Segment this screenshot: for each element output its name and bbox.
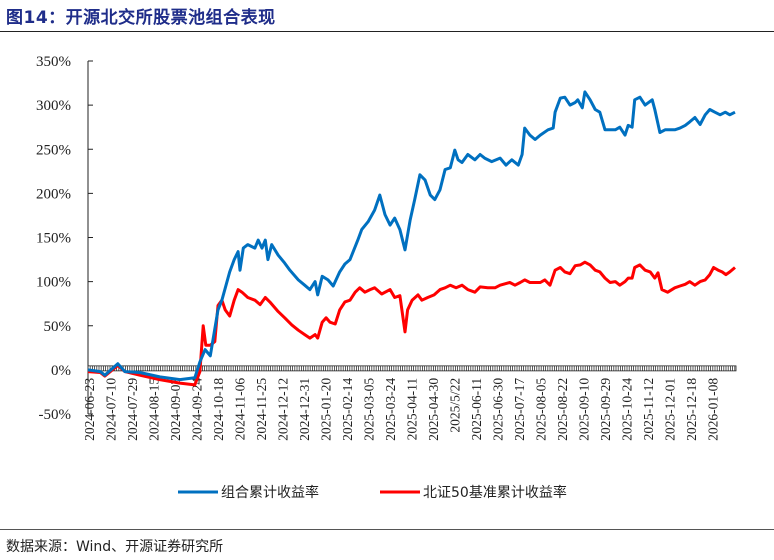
- figure-title: 图14：开源北交所股票池组合表现: [6, 8, 276, 28]
- series-line: [87, 260, 736, 387]
- x-axis: 2024-06-23 2024-07-10 2024-07-29 2024-08-15…: [82, 365, 737, 441]
- x-tick-label: 2025-08-22: [555, 378, 570, 441]
- y-tick-label: 150%: [36, 231, 71, 247]
- x-tick-label: 2025-11-12: [641, 378, 656, 441]
- y-tick-label: 0%: [51, 363, 71, 379]
- x-tick-label: 2025-04-30: [426, 378, 441, 441]
- x-tick-label: 2025-02-14: [340, 378, 355, 441]
- x-tick-label: 2025-06-11: [469, 378, 484, 441]
- x-tick-label: 2026-01-08: [706, 378, 721, 441]
- series-line: [87, 90, 736, 382]
- x-tick-label: 2025-06-30: [491, 378, 506, 441]
- x-tick-label: 2024-08-15: [147, 378, 162, 441]
- x-tick-label: 2024-07-10: [104, 378, 119, 441]
- legend-label: 组合累计收益率: [221, 484, 319, 501]
- source-note: 数据来源：Wind、开源证券研究所: [6, 539, 224, 555]
- x-tick-label: 2024-12-12: [276, 378, 291, 441]
- x-tick-label: 2025-01-20: [319, 378, 334, 441]
- y-tick-label: 300%: [36, 98, 71, 114]
- footer-divider: [0, 529, 774, 530]
- x-tick-label: 2025-07-17: [512, 378, 527, 441]
- chart-series: [87, 90, 736, 387]
- x-tick-label: 2025-04-11: [405, 378, 420, 441]
- x-tick-label: 2024-11-06: [233, 378, 248, 441]
- x-tick-label: 2025-03-05: [362, 378, 377, 441]
- y-tick-label: -50%: [39, 407, 72, 423]
- x-tick-label: 2024-09-03: [168, 378, 183, 441]
- x-tick-label: 2024-12-31: [297, 378, 312, 441]
- x-tick-label: 2025-03-24: [383, 378, 398, 441]
- title-divider: [0, 31, 774, 32]
- x-tick-label: 2025-12-18: [684, 378, 699, 441]
- y-tick-label: 250%: [36, 142, 71, 158]
- y-tick-label: 200%: [36, 186, 71, 202]
- y-tick-label: 50%: [44, 319, 72, 335]
- x-tick-label: 2024-11-25: [254, 378, 269, 441]
- y-tick-label: 100%: [36, 275, 71, 291]
- x-tick-label: 2025/5/22: [448, 378, 463, 433]
- x-tick-label: 2025-10-24: [620, 378, 635, 441]
- x-tick-label: 2024-09-24: [190, 378, 205, 441]
- y-axis: 350% 300% 250% 200% 150% 100% 50% 0% -50%: [36, 54, 93, 423]
- x-tick-label: 2024-06-23: [82, 378, 97, 441]
- x-tick-label: 2025-09-29: [598, 378, 613, 441]
- x-tick-label: 2025-08-05: [534, 378, 549, 441]
- x-tick-label: 2024-07-29: [125, 378, 140, 441]
- x-tick-label: 2025-09-10: [577, 378, 592, 441]
- chart-legend: 组合累计收益率 北证50基准累计收益率: [178, 484, 567, 501]
- legend-label: 北证50基准累计收益率: [423, 484, 567, 501]
- x-tick-label: 2024-10-18: [211, 378, 226, 441]
- x-tick-label: 2025-12-01: [663, 378, 678, 441]
- y-tick-label: 350%: [36, 54, 71, 70]
